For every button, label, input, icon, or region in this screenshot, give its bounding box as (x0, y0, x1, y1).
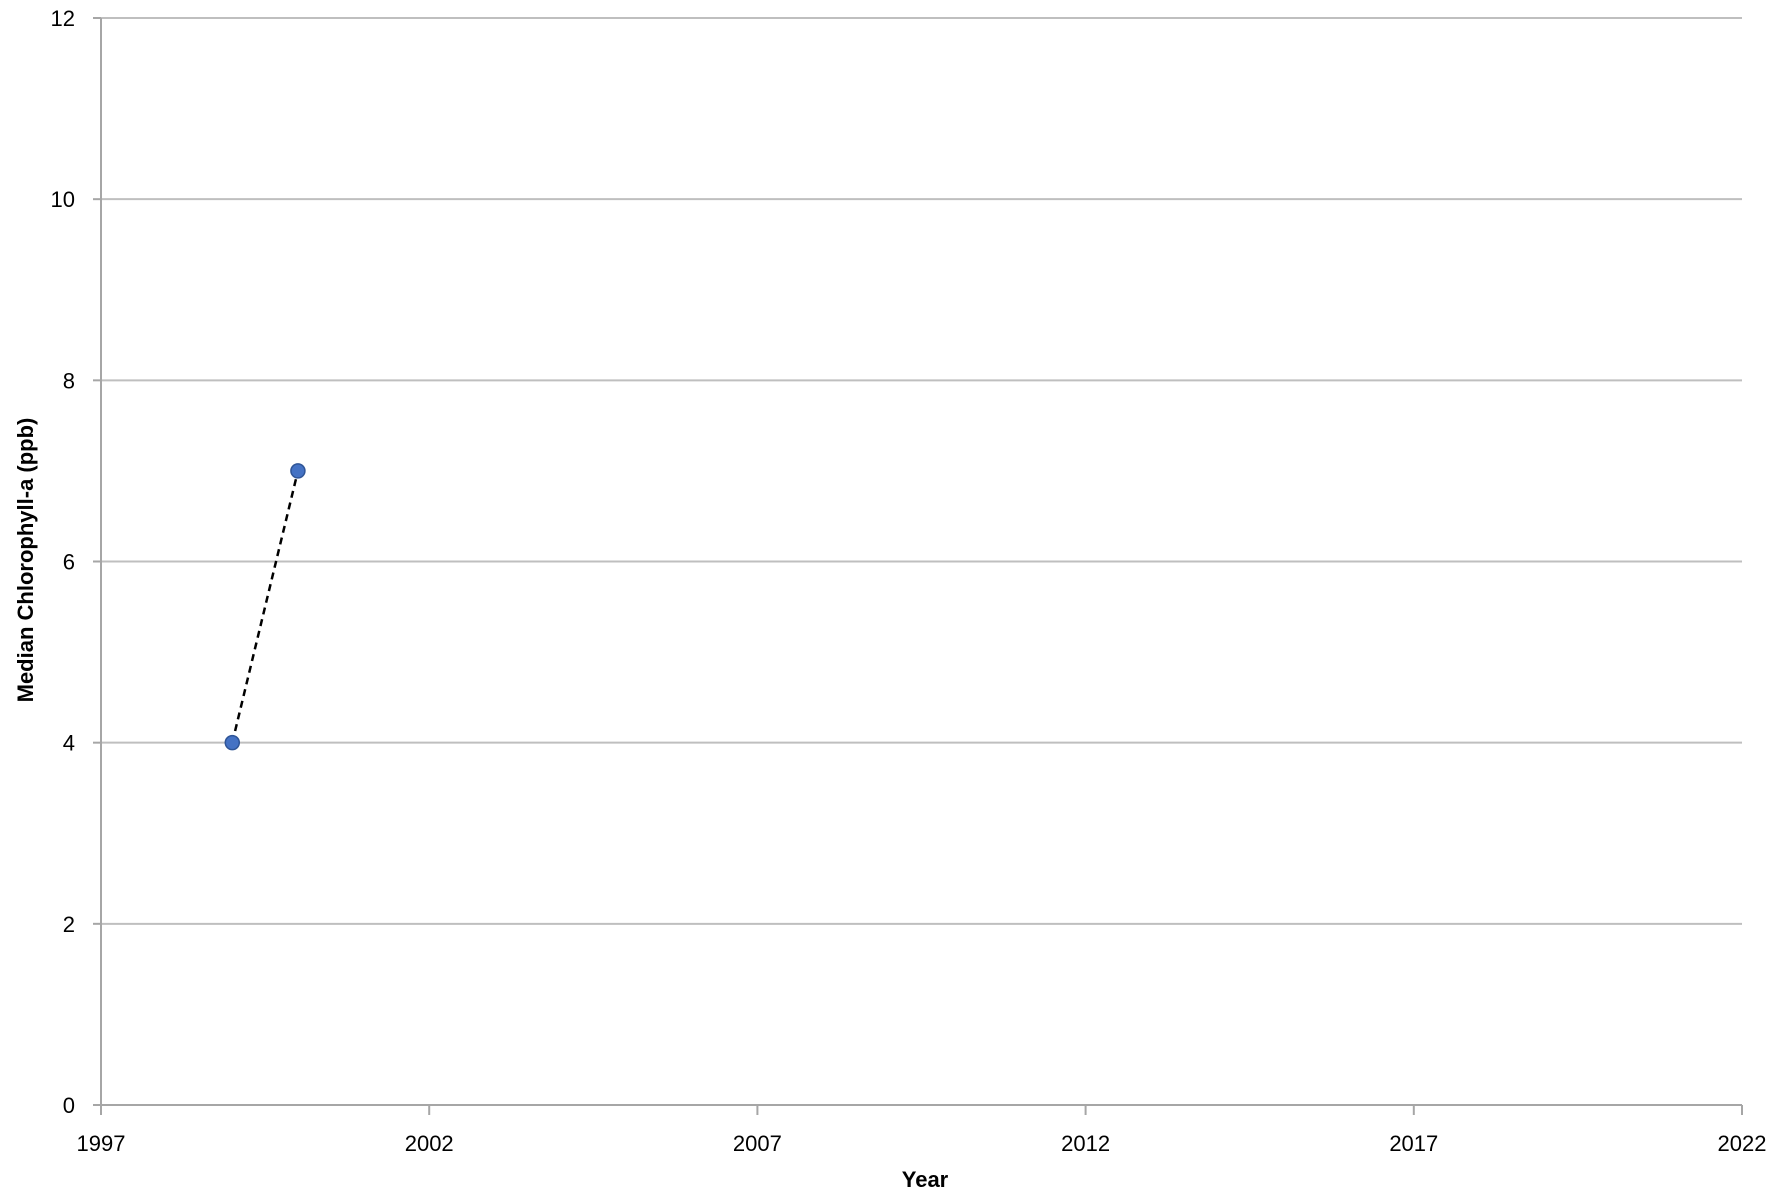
y-tick-label: 12 (51, 6, 75, 31)
data-point (290, 463, 306, 479)
data-point (224, 734, 241, 751)
x-tick-label: 2012 (1061, 1131, 1110, 1156)
x-tick-label: 2007 (733, 1131, 782, 1156)
series-line (231, 470, 300, 743)
x-tick-label: 2017 (1389, 1131, 1438, 1156)
series (224, 463, 306, 751)
axes (93, 17, 1743, 1115)
x-axis-title: Year (902, 1167, 949, 1192)
y-tick-label: 8 (63, 368, 75, 393)
x-tick-label: 2022 (1718, 1131, 1767, 1156)
y-tick-label: 0 (63, 1093, 75, 1118)
y-tick-label: 2 (63, 912, 75, 937)
x-tick-label: 1997 (77, 1131, 126, 1156)
y-tick-label: 4 (63, 731, 75, 756)
tick-labels: 0 2 4 6 8 10 12 1997 2002 2007 2012 2017 2022 (51, 6, 1767, 1156)
y-tick-label: 6 (63, 550, 75, 575)
y-tick-label: 10 (51, 187, 75, 212)
x-tick-label: 2002 (405, 1131, 454, 1156)
y-axis-title: Median Chlorophyll-a (ppb) (13, 418, 38, 703)
gridlines (101, 17, 1742, 925)
